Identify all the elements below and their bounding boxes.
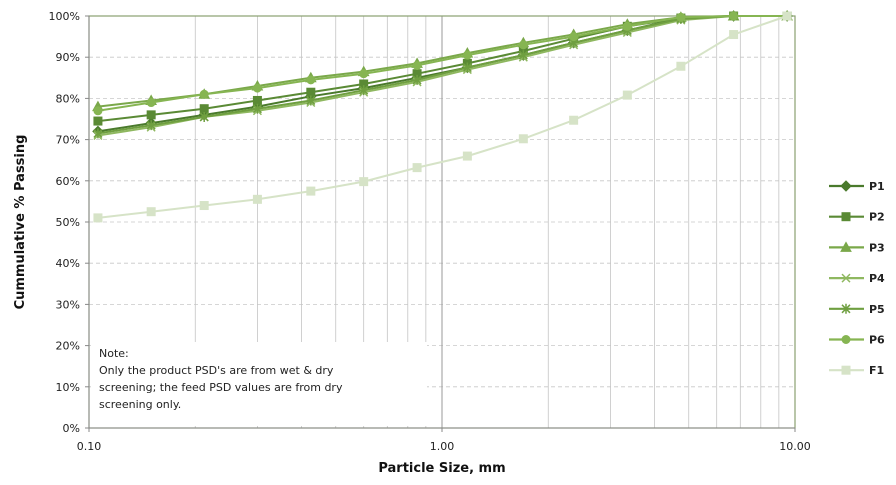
data-point-F1: [306, 186, 316, 196]
note-line: Only the product PSD's are from wet & dr…: [99, 364, 334, 377]
data-point-P5: [306, 95, 316, 106]
legend-item-F1: F1: [829, 364, 884, 377]
legend-item-P4: P4: [829, 272, 885, 285]
y-tick-label: 70%: [56, 134, 80, 147]
legend-marker: [841, 212, 851, 222]
y-tick-label: 30%: [56, 298, 80, 311]
y-tick-label: 50%: [56, 216, 80, 229]
legend-item-P1: P1: [829, 180, 885, 193]
data-point-F1: [252, 194, 262, 204]
data-point-P6: [462, 50, 472, 60]
data-point-F1: [462, 151, 472, 161]
legend-marker: [840, 180, 852, 192]
data-point-P6: [622, 21, 632, 31]
legend-label: F1: [869, 364, 884, 377]
data-point-P2: [252, 95, 262, 105]
data-point-P6: [93, 106, 103, 116]
series-layer: [92, 9, 793, 223]
legend-label: P3: [869, 241, 885, 254]
data-point-P5: [146, 120, 156, 131]
series-line-P6: [97, 15, 788, 112]
data-point-P5: [359, 85, 369, 96]
note-line: Note:: [99, 347, 129, 360]
data-point-P2: [306, 87, 316, 97]
data-point-F1: [676, 61, 686, 71]
data-point-P5: [412, 74, 422, 85]
legend-marker: [841, 365, 851, 375]
data-point-P6: [729, 11, 739, 21]
series-line-F1: [97, 15, 788, 219]
data-point-P6: [569, 32, 579, 42]
data-point-F1: [359, 177, 369, 187]
axes: 0% 10% 20% 30% 40% 50% 60% 70% 80% 90% 100% 0.10 1.0…: [49, 10, 811, 453]
y-tick-label: 10%: [56, 381, 80, 394]
series-P6: [93, 11, 792, 116]
data-point-P6: [518, 40, 528, 50]
x-tick-label: 10.00: [779, 440, 811, 453]
y-tick-label: 90%: [56, 51, 80, 64]
y-axis-title: Cummulative % Passing: [13, 135, 28, 310]
note-line: screening only.: [99, 398, 181, 411]
data-point-F1: [569, 115, 579, 125]
data-point-F1: [412, 163, 422, 173]
series-line-P5: [97, 15, 788, 135]
y-tick-label: 80%: [56, 92, 80, 105]
data-point-P6: [676, 12, 686, 22]
data-point-F1: [146, 207, 156, 217]
legend-label: P6: [869, 334, 885, 347]
series-F1: [93, 11, 792, 223]
data-point-P5: [93, 128, 103, 139]
x-tick-label: 1.00: [430, 440, 455, 453]
legend-label: P2: [869, 211, 885, 224]
y-tick-label: 100%: [49, 10, 80, 23]
legend-label: P1: [869, 180, 885, 193]
legend-label: P4: [869, 272, 885, 285]
data-point-P2: [146, 110, 156, 120]
data-point-P6: [306, 75, 316, 85]
series-P2: [93, 11, 792, 126]
data-point-P6: [199, 89, 209, 99]
y-tick-label: 0%: [63, 422, 80, 435]
data-point-P2: [199, 104, 209, 114]
data-point-P6: [412, 60, 422, 70]
note-line: screening; the feed PSD values are from …: [99, 381, 343, 394]
legend-marker: [841, 303, 851, 314]
legend-marker: [840, 241, 852, 252]
legend-marker: [841, 273, 851, 283]
y-tick-label: 40%: [56, 257, 80, 270]
y-tick-label: 60%: [56, 175, 80, 188]
data-point-P5: [252, 103, 262, 114]
data-point-P5: [199, 111, 209, 122]
note-annotation: Note: Only the product PSD's are from wet…: [91, 342, 427, 426]
y-tick-label: 20%: [56, 340, 80, 353]
data-point-F1: [93, 213, 103, 223]
data-point-P6: [359, 69, 369, 79]
legend-label: P5: [869, 303, 885, 316]
data-point-F1: [729, 30, 739, 40]
data-point-P6: [146, 98, 156, 108]
data-point-F1: [622, 90, 632, 100]
data-point-P6: [252, 83, 262, 93]
legend: P1 P2 P3 P4 P5 P6 F1: [829, 180, 885, 377]
x-axis-title: Particle Size, mm: [378, 461, 505, 476]
x-tick-label: 0.10: [77, 440, 102, 453]
legend-item-P5: P5: [829, 303, 885, 316]
series-P4: [93, 11, 792, 141]
legend-item-P3: P3: [829, 241, 885, 254]
data-point-F1: [518, 134, 528, 144]
data-point-P5: [518, 50, 528, 61]
legend-item-P2: P2: [829, 211, 885, 224]
legend-marker: [841, 335, 851, 344]
data-point-P2: [93, 116, 103, 126]
data-point-P5: [462, 62, 472, 73]
data-point-F1: [782, 11, 792, 21]
note-box: [91, 342, 427, 426]
legend-item-P6: P6: [829, 334, 885, 347]
data-point-F1: [199, 201, 209, 211]
